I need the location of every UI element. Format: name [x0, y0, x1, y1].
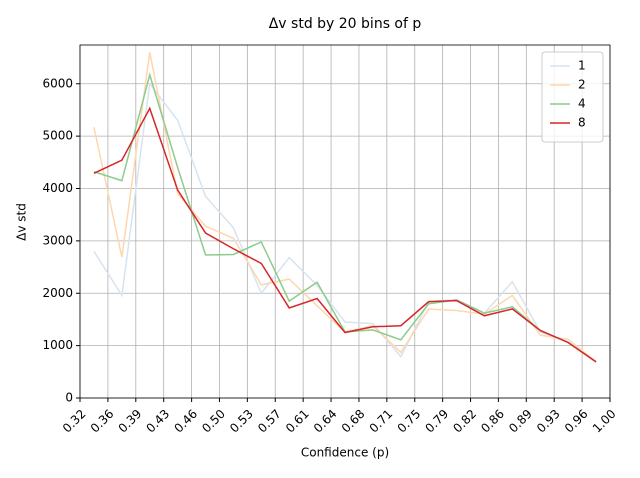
x-tick-label: 0.79: [422, 407, 451, 436]
y-tick-label: 4000: [42, 181, 73, 195]
legend-box: [541, 51, 604, 143]
x-tick-label: 0.43: [144, 407, 173, 436]
x-tick-label: 0.53: [227, 407, 256, 436]
y-tick-label: 0: [65, 391, 73, 405]
x-tick-label: 0.75: [395, 407, 424, 436]
y-tick-label: 3000: [42, 233, 73, 247]
x-axis-label: Confidence (p): [301, 446, 389, 460]
legend-label: 1: [578, 59, 586, 73]
plot-frame: [79, 44, 611, 399]
legend-label: 8: [578, 116, 586, 130]
x-tick-label: 0.39: [116, 407, 145, 436]
x-tick-label: 0.89: [506, 407, 535, 436]
x-tick-label: 0.50: [199, 407, 228, 436]
legend-label: 4: [578, 97, 586, 111]
x-tick-label: 0.36: [88, 407, 117, 436]
legend-label: 2: [578, 78, 586, 92]
x-tick-label: 0.71: [367, 407, 396, 436]
x-tick-label: 0.93: [534, 407, 563, 436]
x-tick-label: 0.61: [283, 407, 312, 436]
y-tick-label: 5000: [42, 129, 73, 143]
x-tick-label: 0.86: [478, 407, 507, 436]
x-tick-label: 0.64: [311, 407, 340, 436]
x-tick-label: 0.68: [339, 407, 368, 436]
x-tick-label: 0.32: [60, 407, 89, 436]
x-tick-label: 1.00: [590, 407, 619, 436]
x-tick-label: 0.57: [255, 407, 284, 436]
y-axis-label: Δv std: [15, 203, 29, 241]
y-tick-label: 2000: [42, 286, 73, 300]
x-tick-label: 0.46: [171, 407, 200, 436]
series-line: [93, 81, 597, 362]
x-tick-label: 0.96: [562, 407, 591, 436]
series-line: [93, 72, 597, 363]
chart-title: Δv std by 20 bins of p: [269, 16, 422, 32]
y-tick-label: 6000: [42, 76, 73, 90]
y-tick-label: 1000: [42, 338, 73, 352]
series-line: [93, 106, 597, 363]
x-tick-label: 0.82: [450, 407, 479, 436]
